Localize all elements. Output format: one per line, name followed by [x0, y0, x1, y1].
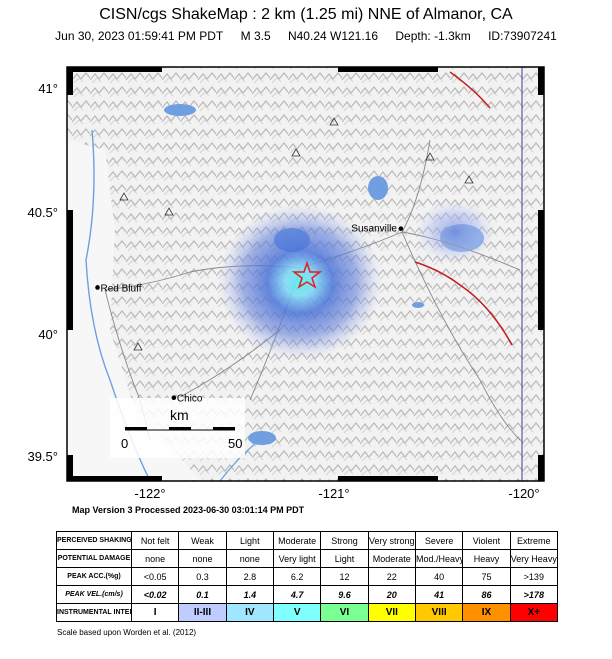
fault-line-north: [449, 71, 491, 109]
river-sacramento: [85, 129, 151, 481]
legend-mmi-cell: IX: [462, 603, 511, 622]
city-label: Chico: [177, 394, 203, 405]
legend-row-shaking: PERCEIVED SHAKING Not felt Weak Light Modera…: [56, 531, 559, 550]
legend-damage-cell: Mod./Heavy: [414, 549, 464, 568]
legend-acc-cell: 6.2: [272, 567, 322, 586]
city-marker: [398, 226, 404, 231]
legend-row-damage: POTENTIAL DAMAGE none none none Very light Li…: [56, 549, 559, 568]
legend-vel-cell: 86: [462, 585, 511, 604]
legend-vel-cell: 1.4: [225, 585, 274, 604]
legend-acc-cell: 22: [367, 567, 416, 586]
legend-row-vel: PEAK VEL.(cm/s) <0.02 0.1 1.4 4.7 9.6 20 41 86 >1…: [56, 585, 559, 604]
legend-row-acc: PEAK ACC.(%g) <0.05 0.3 2.8 6.2 12 22 40 75 >139: [56, 567, 559, 586]
event-details: Jun 30, 2023 01:59:41 PM PDT M 3.5 N40.2…: [0, 29, 612, 43]
lon-label-122: -122°: [134, 486, 166, 501]
legend-row-mmi: INSTRUMENTAL INTENSITYIII-IIIIVVVIVIIVII…: [56, 603, 559, 622]
legend-vel-cell: 0.1: [178, 585, 227, 604]
legend-shaking-cell: Weak: [178, 531, 227, 550]
lon-label-121: -121°: [318, 486, 350, 501]
map-version-info: Map Version 3 Processed 2023-06-30 03:01…: [72, 505, 305, 515]
legend-damage-cell: Light: [320, 549, 369, 568]
row-label-shaking: PERCEIVED SHAKING: [56, 531, 132, 550]
fault-line: [414, 261, 513, 346]
lat-label-40: 40°: [38, 327, 58, 342]
map-background: [67, 67, 544, 481]
scale-start-label: 0: [121, 436, 129, 451]
city-label: Susanville: [351, 224, 397, 235]
legend-acc-cell: >139: [509, 567, 559, 586]
legend-damage-cell: none: [178, 549, 227, 568]
legend-acc-cell: 75: [462, 567, 511, 586]
map-title: CISN/cgs ShakeMap : 2 km (1.25 mi) NNE o…: [99, 6, 513, 23]
city-label: Red Bluff: [101, 283, 142, 294]
lat-label-40-5: 40.5°: [27, 205, 58, 220]
legend-shaking-cell: Severe: [414, 531, 464, 550]
intensity-footprint: [218, 204, 382, 360]
legend-damage-cell: Moderate: [367, 549, 416, 568]
city-marker: [95, 285, 100, 290]
lake-east: [412, 302, 424, 308]
map-frame: [66, 66, 545, 482]
legend-shaking-cell: Violent: [462, 531, 511, 550]
legend-mmi-cell: V: [272, 603, 322, 622]
city-marker: [171, 395, 177, 401]
legend-shaking-cell: Strong: [320, 531, 369, 550]
legend-acc-cell: 2.8: [225, 567, 274, 586]
scale-credit: Scale based upon Worden et al. (2012): [57, 628, 197, 637]
row-label-vel: PEAK VEL.(cm/s): [56, 585, 132, 604]
legend-vel-cell: 4.7: [272, 585, 322, 604]
lat-label-39-5: 39.5°: [27, 449, 58, 464]
legend-acc-cell: 12: [320, 567, 369, 586]
row-label-damage: POTENTIAL DAMAGE: [56, 549, 132, 568]
event-magnitude: M 3.5: [240, 29, 271, 43]
legend-mmi-cell: X+: [509, 603, 559, 622]
legend-acc-cell: <0.05: [130, 567, 180, 586]
legend-mmi-cell: VI: [320, 603, 369, 622]
lake-oroville: [248, 431, 276, 445]
legend-vel-cell: 20: [367, 585, 416, 604]
intensity-secondary: [415, 200, 495, 264]
legend-damage-cell: none: [130, 549, 180, 568]
lake-eagle: [368, 176, 388, 200]
legend-vel-cell: 41: [414, 585, 464, 604]
legend-mmi-cell: VII: [367, 603, 416, 622]
legend-acc-cell: 40: [414, 567, 464, 586]
legend-damage-cell: Heavy: [462, 549, 511, 568]
event-depth: Depth: -1.3km: [395, 29, 471, 43]
scale-unit: km: [170, 407, 189, 423]
row-label-acc: PEAK ACC.(%g): [56, 567, 132, 586]
lon-label-120: -120°: [508, 486, 540, 501]
legend-mmi-cell: II-III: [178, 603, 227, 622]
legend-damage-cell: none: [225, 549, 274, 568]
legend-vel-cell: 9.6: [320, 585, 369, 604]
legend-mmi-cell: VIII: [414, 603, 464, 622]
legend-mmi-cell: I: [130, 603, 180, 622]
volcano-markers: [119, 117, 474, 351]
event-id: ID:73907241: [488, 29, 557, 43]
scale-end-label: 50: [228, 436, 243, 451]
legend-shaking-cell: Light: [225, 531, 274, 550]
legend-shaking-cell: Moderate: [272, 531, 322, 550]
legend-damage-cell: Very light: [272, 549, 322, 568]
legend-acc-cell: 0.3: [178, 567, 227, 586]
legend-vel-cell: <0.02: [130, 585, 180, 604]
event-time: Jun 30, 2023 01:59:41 PM PDT: [55, 29, 224, 43]
legend-vel-cell: >178: [509, 585, 559, 604]
row-label-mmi: INSTRUMENTAL INTENSITY: [56, 603, 132, 622]
lat-label-41: 41°: [38, 81, 58, 96]
legend-shaking-cell: Very strong: [367, 531, 416, 550]
valley-area: [67, 140, 200, 481]
event-location: N40.24 W121.16: [287, 29, 379, 43]
legend-shaking-cell: Not felt: [130, 531, 180, 550]
lake-shasta: [164, 104, 196, 116]
epicenter-star: [291, 260, 323, 289]
legend-damage-cell: Very Heavy: [509, 549, 559, 568]
legend-mmi-cell: IV: [225, 603, 274, 622]
lake-almanor: [274, 228, 310, 252]
roads: [104, 139, 521, 441]
legend-shaking-cell: Extreme: [509, 531, 559, 550]
intensity-legend: PERCEIVED SHAKING Not felt Weak Light Modera…: [56, 531, 559, 622]
lake-honey: [440, 224, 484, 252]
